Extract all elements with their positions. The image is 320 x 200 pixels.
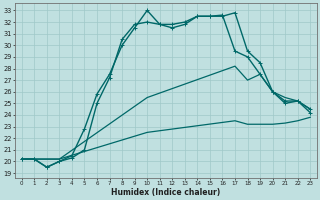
- X-axis label: Humidex (Indice chaleur): Humidex (Indice chaleur): [111, 188, 220, 197]
